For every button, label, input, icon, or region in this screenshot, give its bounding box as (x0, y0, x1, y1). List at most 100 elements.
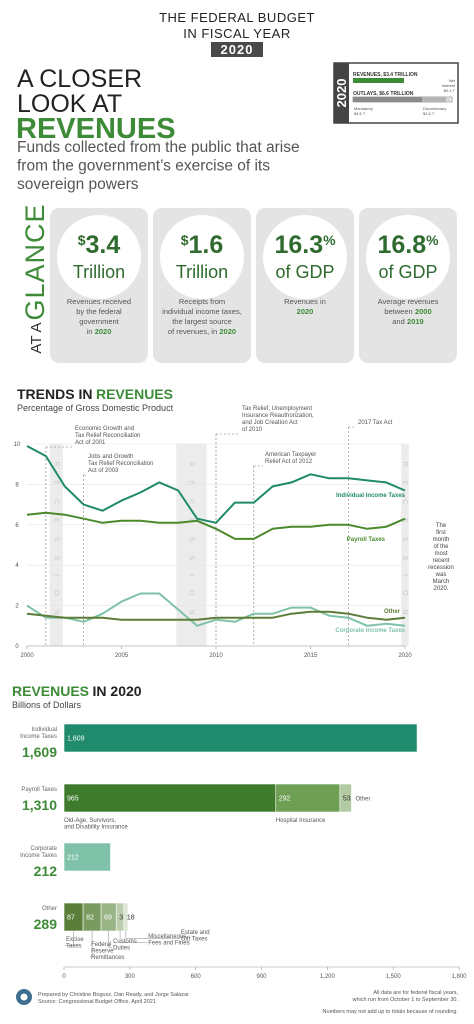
overview-segment (422, 97, 446, 102)
segment-label: Old-Age, Survivors, (64, 818, 116, 824)
chart-title: REVENUES IN 2020 (12, 683, 142, 699)
overview-box (333, 62, 459, 124)
footer-credit: Prepared by Christine Bogusz, Dan Ready,… (38, 992, 189, 998)
overview-part-label: Net (449, 78, 456, 83)
leader-line (90, 931, 93, 958)
page-subtitle: sovereign powers (17, 176, 139, 193)
text-run: between (384, 307, 412, 316)
annotation-text: of 2010 (242, 427, 263, 433)
glance-label: AT A (28, 322, 45, 353)
bar-value-label: 69 (104, 915, 112, 922)
glance-value: $1.6 (181, 231, 224, 259)
overview-segment (353, 97, 422, 102)
text-run: Revenues in (284, 297, 326, 306)
chart-note: recent (433, 558, 450, 564)
footer-note: All data are for federal fiscal years, (373, 990, 458, 996)
series-line (26, 445, 406, 524)
segment-label: Other (355, 797, 370, 803)
text-run: Receipts from (179, 297, 225, 306)
x-tick-label: 900 (256, 974, 267, 980)
segment-label: Gift Taxes (181, 937, 208, 943)
segment-label: Miscellaneous (148, 934, 186, 940)
chart-note: was (435, 572, 447, 578)
series-label: Other (384, 609, 401, 615)
bar-segment (63, 723, 418, 753)
bar-value-label: 18 (127, 915, 135, 922)
rich-line: Receipts from (179, 297, 225, 306)
page-subtitle: from the government’s exercise of its (17, 158, 270, 175)
bar-value-label: 82 (86, 915, 94, 922)
emphasis: 2020 (95, 327, 112, 336)
recession-label: RECESSION (188, 461, 195, 628)
glance-circle (263, 215, 347, 299)
chart-note: most (434, 551, 447, 557)
glance-unit: of GDP (378, 262, 437, 282)
category-label: Payroll Taxes (21, 787, 57, 793)
rich-line: Revenues in (284, 297, 326, 306)
chart-note: recession (428, 565, 454, 571)
annotation-text: Tax Relief Reconciliation (75, 433, 140, 439)
segment-label: and Disability Insurance (64, 825, 128, 831)
category-label: Income Taxes (20, 734, 57, 740)
emphasis: 2020 (219, 327, 236, 336)
annotation-text: Act of 2003 (88, 468, 119, 474)
chart-note: March (433, 579, 450, 585)
annotation-text: 2017 Tax Act (358, 420, 393, 426)
x-tick-label: 300 (125, 974, 136, 980)
rich-line: Revenues received (67, 297, 131, 306)
x-tick-label: 2015 (304, 653, 318, 659)
annotation-text: Tax Relief, Unemployment (242, 406, 312, 412)
leader-line (119, 931, 148, 943)
series-label: Corporate Income Taxes (335, 628, 405, 634)
bar-segment (63, 842, 111, 872)
y-tick-label: 0 (15, 644, 19, 650)
year-box (211, 42, 263, 57)
segment-label: Duties (113, 946, 130, 952)
page-title: A CLOSER (17, 65, 142, 93)
segment-label: Remittances (91, 955, 124, 961)
title-emphasis: REVENUES (12, 683, 89, 699)
category-label: Corporate (30, 846, 57, 852)
x-tick-label: 0 (62, 974, 66, 980)
emphasis: 2020 (297, 307, 314, 316)
x-tick-label: 1,200 (320, 974, 336, 980)
title-text: TRENDS IN (17, 386, 92, 402)
x-tick-label: 2005 (115, 653, 129, 659)
chart-note: month (433, 537, 450, 543)
category-label: Income Taxes (20, 853, 57, 859)
segment-label: Federal (91, 942, 111, 948)
text-run: and (392, 317, 405, 326)
footer-note: which run from October 1 to September 30… (352, 997, 459, 1003)
segment-label: Fees and Fines (148, 941, 189, 947)
overview-part-label: $4.6 T (354, 111, 366, 116)
page-subtitle: Funds collected from the public that ari… (17, 139, 300, 156)
x-tick-label: 1,800 (451, 974, 467, 980)
rich-line: of revenues, in 2020 (168, 327, 236, 336)
text-run: individual income taxes, (162, 307, 242, 316)
bar-value-label: 212 (67, 855, 79, 862)
x-tick-label: 2000 (20, 653, 34, 659)
category-total: 212 (34, 863, 58, 879)
x-tick-label: 2020 (398, 653, 412, 659)
bar-segment (63, 783, 277, 813)
category-label: Individual (32, 727, 57, 733)
recession-label: RECESSION (401, 461, 408, 628)
bar-value-label: 35 (119, 915, 127, 922)
series-label: Individual Income Taxes (336, 493, 406, 499)
value-number: 16.8 (377, 231, 426, 259)
value-number: 3.4 (86, 231, 121, 259)
recession-band (401, 444, 409, 646)
title-emphasis: REVENUES (96, 386, 173, 402)
overview-label: OUTLAYS, $6.6 TRILLION (353, 91, 414, 97)
glance-circle (57, 215, 141, 299)
leader-line (65, 931, 74, 946)
y-tick-label: 10 (14, 442, 21, 448)
chart-subtitle: Percentage of Gross Domestic Product (17, 403, 174, 413)
rich-line: the largest source (172, 317, 232, 326)
leader-line (125, 931, 180, 939)
rich-line: and 2019 (392, 317, 423, 326)
chart-note: first (436, 530, 446, 536)
glance-circle (366, 215, 450, 299)
category-total: 1,310 (22, 797, 57, 813)
glance-circle (160, 215, 244, 299)
